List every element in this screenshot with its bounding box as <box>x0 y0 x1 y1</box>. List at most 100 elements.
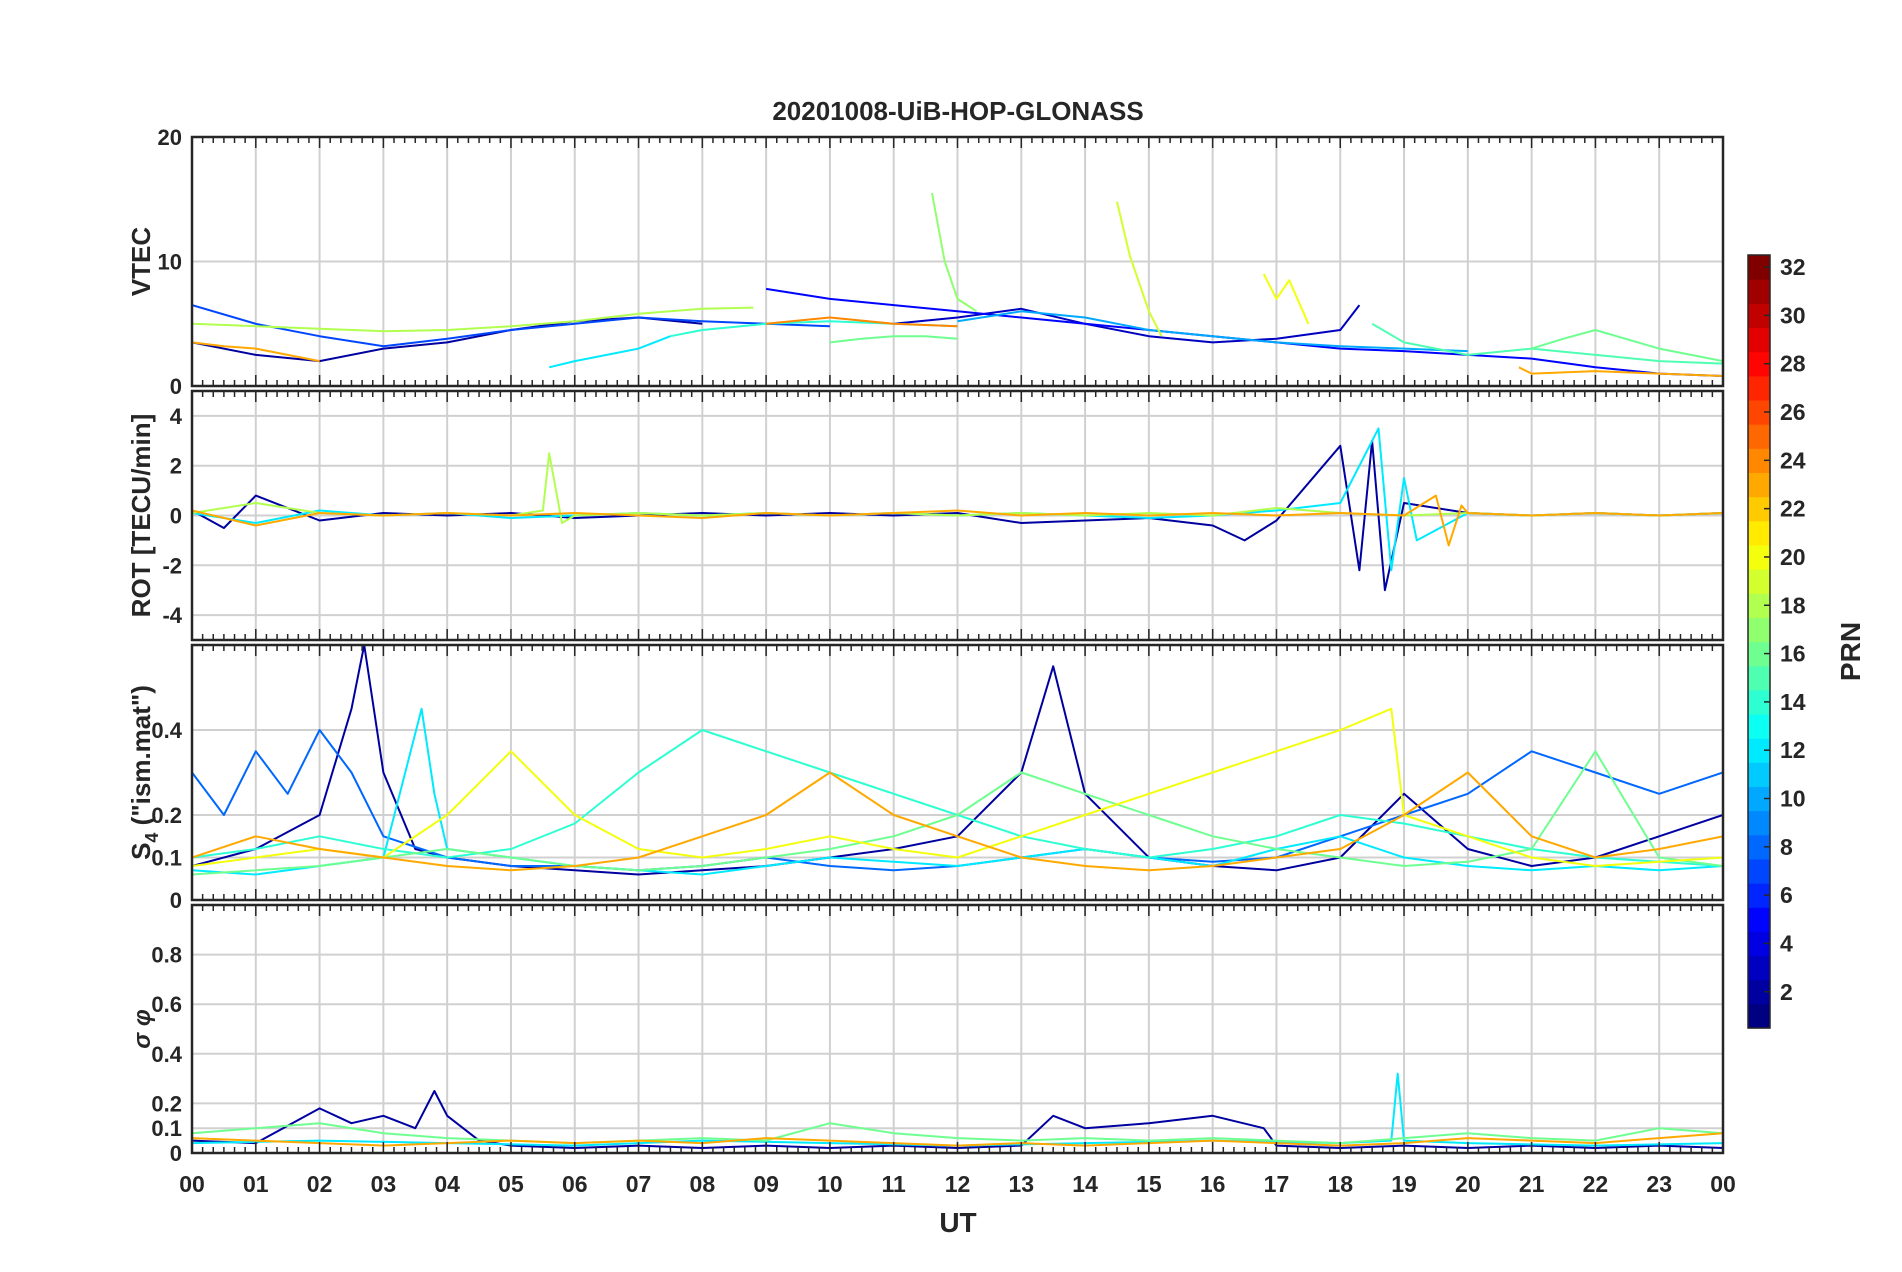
series-line-prn-10 <box>957 310 1468 353</box>
x-tick-label: 00 <box>179 1171 205 1197</box>
axes-frame <box>190 903 1725 1155</box>
x-axis-label: UT <box>939 1207 976 1238</box>
x-tick-label: 09 <box>753 1171 779 1197</box>
x-tick-label: 18 <box>1327 1171 1353 1197</box>
colorbar-segment <box>1748 617 1770 643</box>
colorbar-tick-label: 14 <box>1780 689 1806 715</box>
colorbar-segment <box>1748 931 1770 957</box>
series-line-prn-17 <box>931 192 978 313</box>
y-axis-label: σ φ <box>129 1009 156 1049</box>
y-axis-label: ROT [TECU/min] <box>126 414 156 618</box>
x-tick-label: 10 <box>817 1171 843 1197</box>
y-tick-label: 0.1 <box>151 846 182 871</box>
panel-sigma-phi: 00.10.2 0.4 0.6 0.8 σ φ <box>129 903 1725 1166</box>
series-line-prn-7 <box>192 304 830 348</box>
panel-rot: -4 -2 0 2 4 ROT [TECU/min] <box>126 389 1725 642</box>
colorbar-segment <box>1748 689 1770 715</box>
series-line-prn-16 <box>192 1122 1723 1145</box>
colorbar-segment <box>1748 255 1770 280</box>
series-line-prn-23 <box>1518 366 1723 377</box>
series-line-prn-23 <box>192 341 320 363</box>
colorbar-segment <box>1748 303 1770 329</box>
y-tick-label: 0.4 <box>151 718 182 743</box>
y-tick-label: 10 <box>158 250 182 275</box>
y-tick-label: 0 <box>170 374 182 399</box>
x-tick-label: 04 <box>434 1171 460 1197</box>
x-tick-label: 17 <box>1264 1171 1290 1197</box>
y-axis-label: VTEC <box>126 227 156 297</box>
colorbar-segment <box>1748 544 1770 570</box>
y-tick-label: 0 <box>170 504 182 529</box>
x-tick-label: 14 <box>1072 1171 1098 1197</box>
y-tick-label: 0.1 <box>151 1116 182 1141</box>
y-tick-label: 0.2 <box>151 1091 182 1116</box>
colorbar-segment <box>1748 979 1770 1005</box>
colorbar-segment <box>1748 762 1770 788</box>
colorbar-tick-label: 32 <box>1780 254 1806 280</box>
axes-frame <box>190 643 1725 902</box>
colorbar-tick-label: 8 <box>1780 834 1793 860</box>
x-tick-label: 13 <box>1008 1171 1034 1197</box>
colorbar-tick-label: 28 <box>1780 351 1806 377</box>
colorbar-segment <box>1748 279 1770 304</box>
colorbar-segment <box>1748 520 1770 546</box>
series-line-prn-23 <box>192 494 1723 547</box>
x-tick-label: 21 <box>1519 1171 1545 1197</box>
colorbar-tick-label: 20 <box>1780 544 1806 570</box>
colorbar-segment <box>1748 351 1770 377</box>
series-line-prn-3 <box>893 304 1361 344</box>
series-line-prn-16 <box>829 335 958 344</box>
series-line-prn-18 <box>192 306 754 333</box>
colorbar-segment <box>1748 810 1770 836</box>
x-tick-label: 22 <box>1583 1171 1609 1197</box>
colorbar-tick-label: 16 <box>1780 641 1806 667</box>
axes-frame <box>190 135 1725 388</box>
y-tick-label: -4 <box>162 603 182 628</box>
x-tick-label: 20 <box>1455 1171 1481 1197</box>
colorbar-segment <box>1748 399 1770 425</box>
x-tick-label: 05 <box>498 1171 524 1197</box>
x-tick-label: 12 <box>945 1171 971 1197</box>
y-tick-label: 0 <box>170 1141 182 1166</box>
series-line-prn-16 <box>192 750 1723 876</box>
y-tick-label: 0.4 <box>151 1042 182 1067</box>
y-tick-label: 20 <box>158 125 182 150</box>
colorbar-tick-label: 18 <box>1780 592 1806 618</box>
colorbar-tick-label: 10 <box>1780 786 1806 812</box>
y-tick-label: 4 <box>170 404 183 429</box>
x-tick-label: 11 <box>882 1171 907 1197</box>
colorbar-segment <box>1748 569 1770 594</box>
colorbar-tick-label: 26 <box>1780 399 1806 425</box>
x-tick-label: 07 <box>626 1171 652 1197</box>
x-tick-label: 15 <box>1136 1171 1162 1197</box>
y-tick-label: 0.8 <box>151 943 182 968</box>
series-line-prn-16 <box>1531 329 1723 363</box>
colorbar-segment <box>1748 593 1770 618</box>
colorbar-tick-label: 2 <box>1780 979 1793 1005</box>
x-tick-label: 02 <box>307 1171 333 1197</box>
series-line-prn-19 <box>1116 201 1163 337</box>
colorbar-segment <box>1748 883 1770 908</box>
panel-vtec: 0 10 20 VTEC <box>126 125 1725 399</box>
colorbar-segment <box>1748 1003 1770 1029</box>
y-tick-label: 0 <box>170 888 182 913</box>
series-line-prn-2 <box>192 439 1723 592</box>
colorbar-segment <box>1748 907 1770 932</box>
colorbar-segment <box>1748 448 1770 474</box>
x-tick-label: 00 <box>1710 1171 1736 1197</box>
colorbar-tick-label: 6 <box>1780 882 1793 908</box>
series-line-prn-24 <box>766 316 958 328</box>
series-line-prn-23 <box>192 771 1723 872</box>
x-tick-label: 16 <box>1200 1171 1226 1197</box>
colorbar-tick-label: 30 <box>1780 302 1806 328</box>
colorbar-segment <box>1748 641 1770 667</box>
series-line-prn-20 <box>1262 273 1310 325</box>
colorbar-tick-label: 24 <box>1780 447 1806 473</box>
x-tick-label: 08 <box>690 1171 716 1197</box>
series-line-prn-15 <box>1371 322 1723 365</box>
y-tick-label: -2 <box>162 553 182 578</box>
colorbar-segment <box>1748 786 1770 812</box>
